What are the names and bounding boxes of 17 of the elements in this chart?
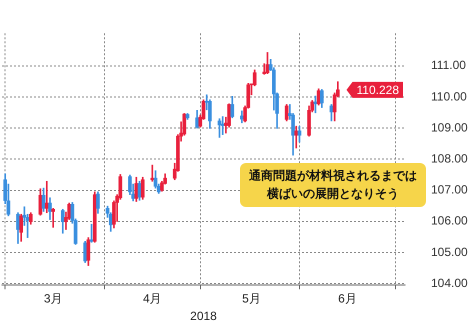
y-tick-label: 109.00: [431, 120, 468, 134]
y-tick-label: 110.00: [431, 89, 468, 104]
x-axis-title: 2018: [190, 309, 218, 324]
y-tick-label: 111.00: [431, 58, 466, 72]
y-tick-label: 105.00: [431, 244, 468, 259]
y-tick-label: 108.00: [431, 152, 468, 166]
candlestick: [218, 118, 222, 138]
x-tick-label: 6月: [338, 292, 357, 306]
y-tick-label: 106.00: [431, 214, 468, 228]
annotation: 110.228: [356, 83, 400, 98]
x-tick-label: 3月: [44, 292, 63, 306]
y-tick-label: 107.00: [431, 182, 468, 197]
y-tick-label: 104.00: [431, 276, 468, 290]
candlestick: [314, 96, 318, 114]
x-tick-label: 5月: [242, 292, 261, 306]
x-tick-label: 4月: [142, 292, 162, 306]
annotation: 通商問題が材料視されるまでは横ばいの展開となりそう: [248, 168, 417, 200]
